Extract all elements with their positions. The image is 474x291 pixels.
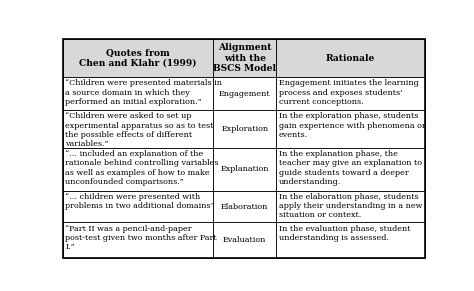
Bar <box>63 39 213 77</box>
Bar <box>63 110 213 148</box>
Text: Engagement: Engagement <box>219 90 271 98</box>
Text: “Children were asked to set up
experimental apparatus so as to test
the possible: “Children were asked to set up experimen… <box>65 112 213 148</box>
Bar <box>276 191 425 223</box>
Text: In the elaboration phase, students
apply their understanding in a new
situation : In the elaboration phase, students apply… <box>279 193 422 219</box>
Text: Quotes from
Chen and Klahr (1999): Quotes from Chen and Klahr (1999) <box>79 49 197 68</box>
Bar <box>276 110 425 148</box>
Bar <box>213 148 276 191</box>
Text: Elaboration: Elaboration <box>221 203 268 211</box>
Text: Engagement initiates the learning
process and exposes students’
current concepti: Engagement initiates the learning proces… <box>279 79 419 106</box>
Text: In the explanation phase, the
teacher may give an explanation to
guide students : In the explanation phase, the teacher ma… <box>279 150 421 186</box>
Text: Explanation: Explanation <box>220 165 269 173</box>
Text: In the exploration phase, students
gain experience with phenomena or
events.: In the exploration phase, students gain … <box>279 112 425 139</box>
Bar <box>213 191 276 223</box>
Bar <box>63 148 213 191</box>
Text: Alignment
with the
BSCS Model: Alignment with the BSCS Model <box>213 43 276 73</box>
Text: In the evaluation phase, student
understanding is assessed.: In the evaluation phase, student underst… <box>279 225 410 242</box>
Bar <box>63 191 213 223</box>
Bar <box>276 223 425 258</box>
Bar <box>276 148 425 191</box>
Bar <box>276 77 425 110</box>
Bar <box>213 77 276 110</box>
Bar <box>213 223 276 258</box>
Bar <box>63 77 213 110</box>
Text: “Part II was a pencil-and-paper
post-test given two months after Part
I.”: “Part II was a pencil-and-paper post-tes… <box>65 225 217 251</box>
Text: Rationale: Rationale <box>326 54 375 63</box>
Text: Evaluation: Evaluation <box>223 236 266 244</box>
Bar <box>213 39 276 77</box>
Text: “… included an explanation of the
rationale behind controlling variables
as well: “… included an explanation of the ration… <box>65 150 219 186</box>
Text: Exploration: Exploration <box>221 125 268 133</box>
Text: “… children were presented with
problems in two additional domains”: “… children were presented with problems… <box>65 193 215 210</box>
Text: “Children were presented materials in
a source domain in which they
performed an: “Children were presented materials in a … <box>65 79 222 106</box>
Bar <box>276 39 425 77</box>
Bar <box>63 223 213 258</box>
Bar <box>213 110 276 148</box>
